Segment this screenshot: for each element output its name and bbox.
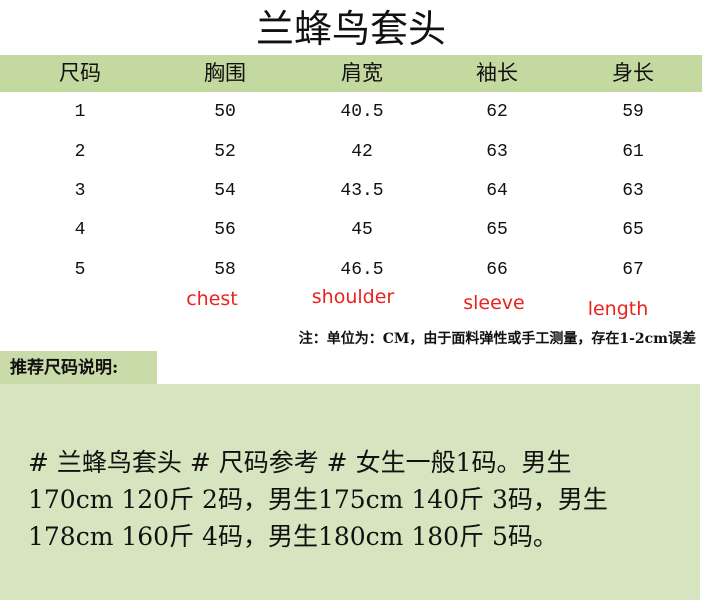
table-cell: 5: [74, 260, 86, 280]
recommendation-line: # 兰蜂鸟套头 # 尺码参考 # 女生一般1码。男生: [28, 448, 572, 477]
table-cell: 4: [74, 220, 86, 240]
table-cell: 65: [486, 220, 508, 240]
header-chest: 胸围: [204, 61, 246, 85]
label-chest: chest: [186, 288, 238, 310]
header-sleeve: 袖长: [476, 61, 518, 85]
header-length: 身长: [612, 61, 654, 85]
table-cell: 65: [622, 220, 644, 240]
table-cell: 50: [214, 102, 236, 122]
table-cell: 46.5: [340, 260, 384, 280]
recommendation-box: # 兰蜂鸟套头 # 尺码参考 # 女生一般1码。男生 170cm 120斤 2码…: [0, 384, 700, 600]
table-cell: 42: [351, 142, 373, 162]
table-cell: 63: [622, 181, 644, 201]
table-cell: 58: [214, 260, 236, 280]
table-cell: 66: [486, 260, 508, 280]
table-header: 尺码 胸围 肩宽 袖长 身长: [0, 55, 702, 92]
table-cell: 64: [486, 181, 508, 201]
label-shoulder: shoulder: [311, 286, 395, 308]
table-cell: 1: [74, 102, 86, 122]
table-cell: 52: [214, 142, 236, 162]
header-shoulder: 肩宽: [341, 61, 383, 85]
table-cell: 62: [486, 102, 508, 122]
recommendation-line: 178cm 160斤 4码，男生180cm 180斤 5码。: [28, 522, 558, 551]
table-cell: 3: [74, 181, 86, 201]
label-length: length: [587, 298, 649, 320]
page-title: 兰蜂鸟套头: [255, 7, 446, 51]
table-cell: 40.5: [340, 102, 384, 122]
unit-note: 注：单位为：CM，由于面料弹性或手工测量，存在1-2cm误差: [298, 331, 696, 347]
table-cell: 54: [214, 181, 236, 201]
table-cell: 61: [622, 142, 644, 162]
table-cell: 2: [74, 142, 86, 162]
table-cell: 67: [622, 260, 644, 280]
recommendation-line: 170cm 120斤 2码，男生175cm 140斤 3码，男生: [28, 485, 608, 514]
table-cell: 43.5: [340, 181, 384, 201]
table-cell: 45: [351, 220, 373, 240]
table-cell: 63: [486, 142, 508, 162]
table-cell: 59: [622, 102, 644, 122]
recommendation-label: 推荐尺码说明:: [0, 351, 157, 385]
table-cell: 56: [214, 220, 236, 240]
header-size: 尺码: [59, 61, 101, 85]
label-sleeve: sleeve: [463, 292, 525, 314]
